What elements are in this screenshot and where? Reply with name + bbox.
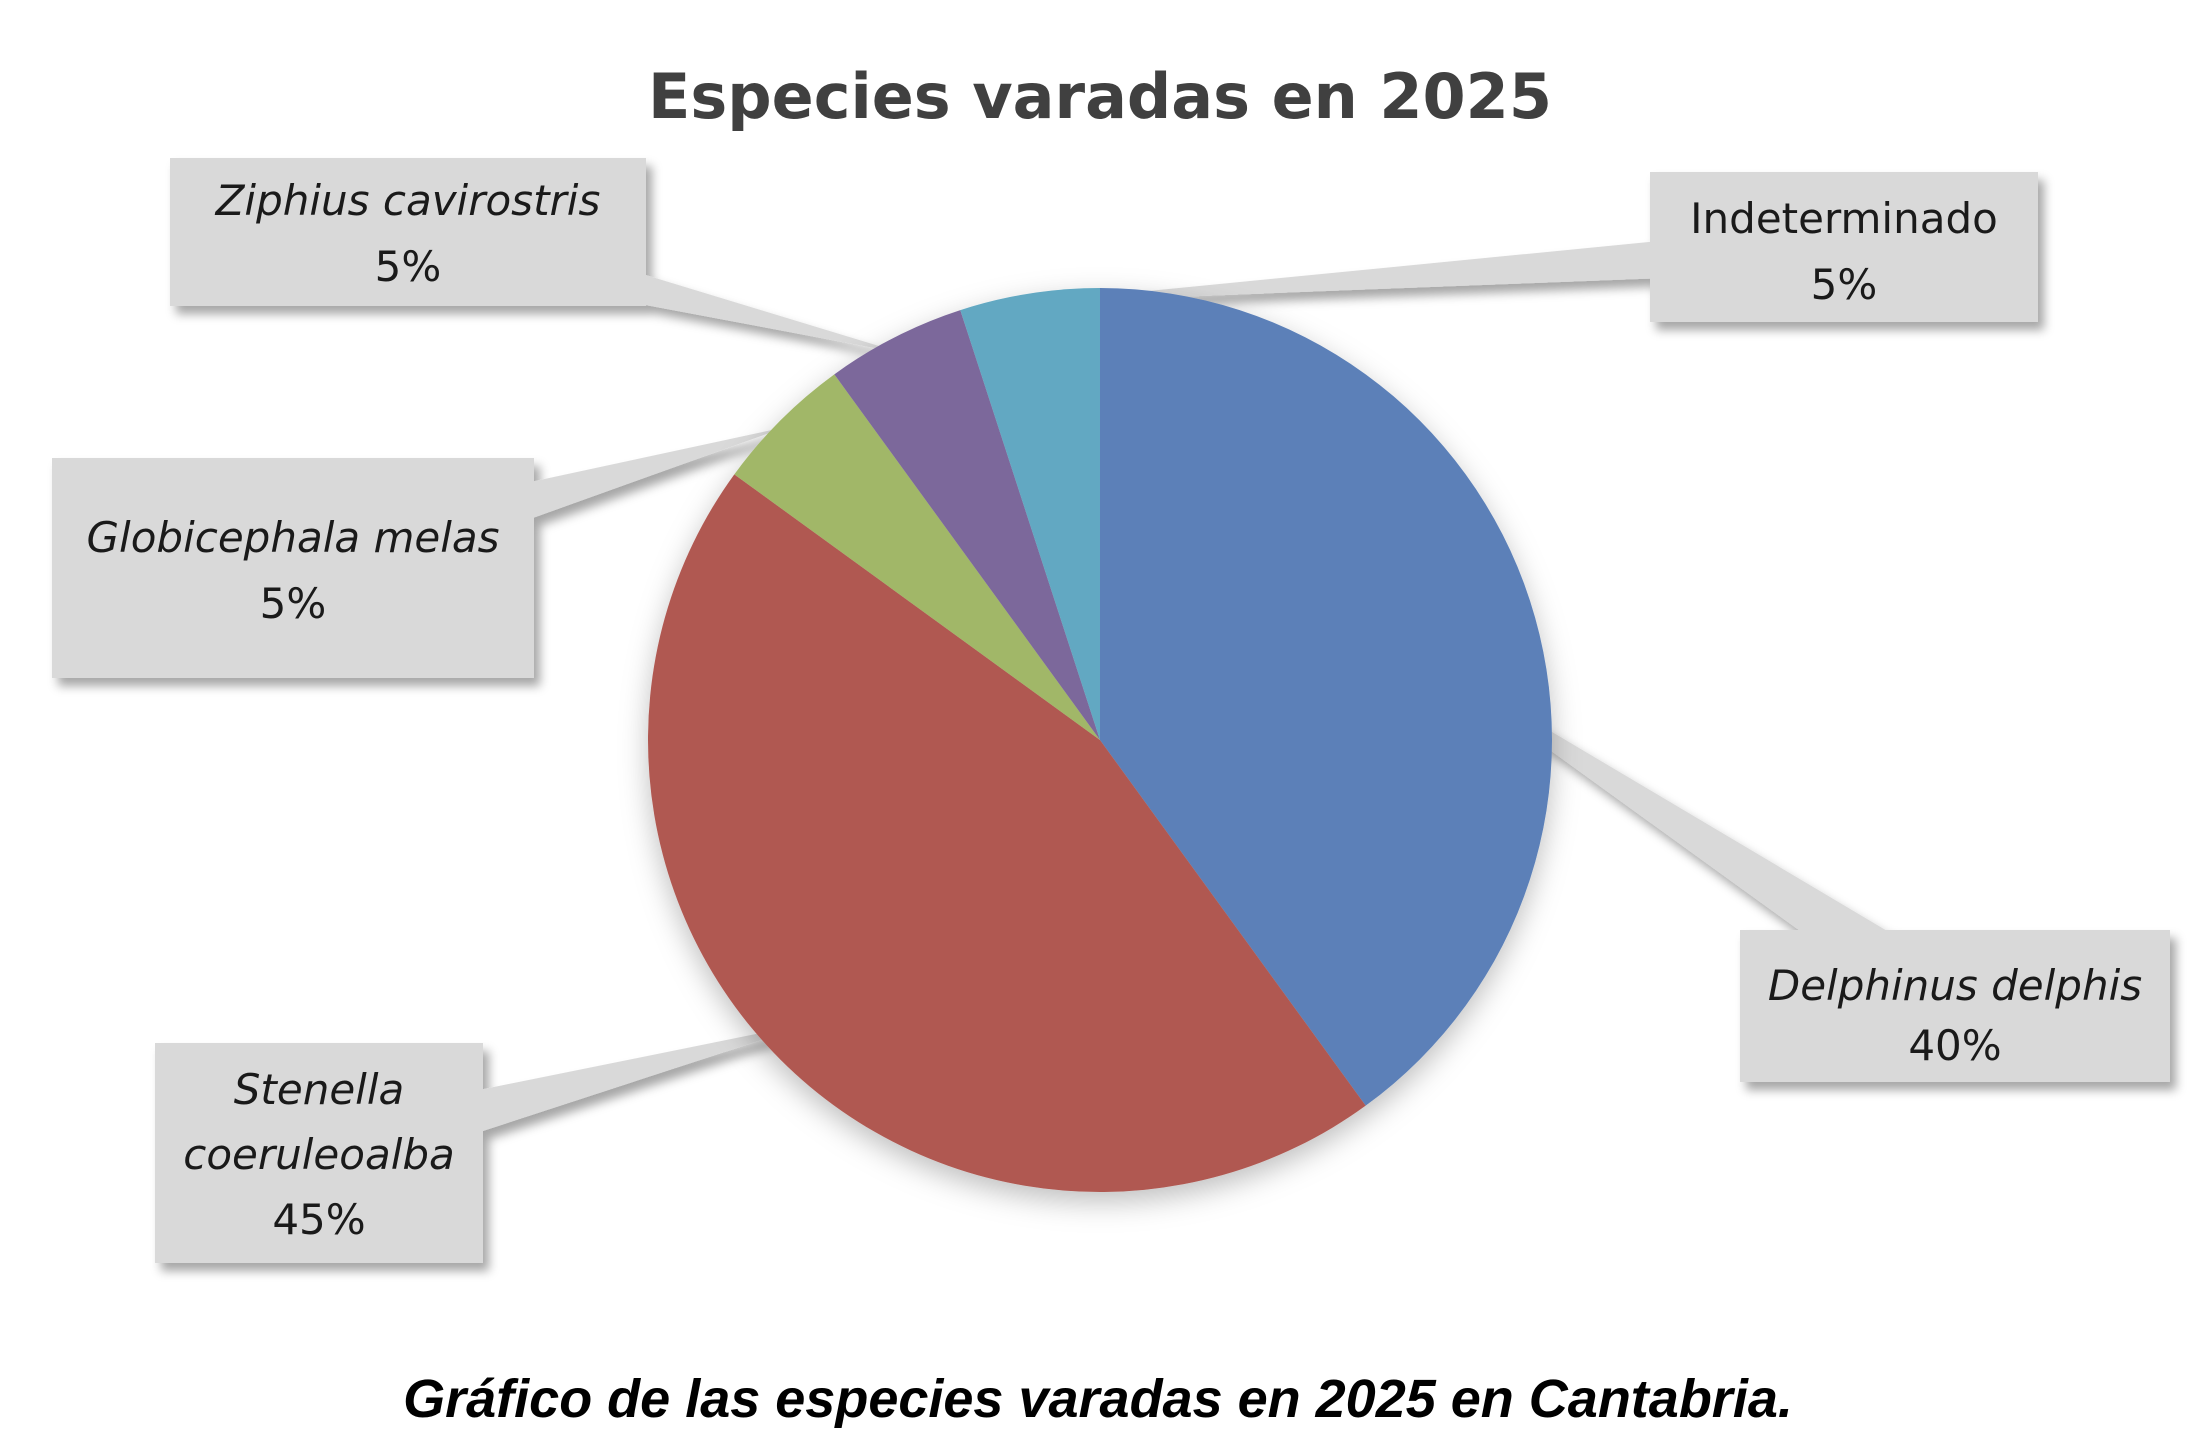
pie-slice-globicephala-melas xyxy=(734,374,1100,740)
data-label-name: coeruleoalba xyxy=(183,1130,455,1179)
pie-slice-stenella-coeruleoalba xyxy=(648,474,1366,1192)
callout-layer xyxy=(52,158,2170,1263)
callout-stenella-coeruleoalba xyxy=(155,1021,819,1263)
data-labels: Delphinus delphis 40% Stenella coeruleoalba… xyxy=(87,176,2143,1244)
data-label-value: 40% xyxy=(1908,1021,2001,1070)
pie-slice-delphinus-delphis xyxy=(1100,288,1552,1106)
pie-slice-ziphius-cavirostris xyxy=(834,310,1100,740)
data-label-name: Stenella xyxy=(234,1065,405,1114)
data-label-name: Globicephala melas xyxy=(87,513,500,562)
callout-box xyxy=(155,1043,483,1263)
data-label-value: 5% xyxy=(260,579,327,628)
callout-box xyxy=(52,458,534,678)
callout-ziphius-cavirostris xyxy=(170,158,904,354)
data-label-value: 5% xyxy=(375,242,442,291)
pie-slices xyxy=(648,288,1552,1192)
callout-box xyxy=(1650,172,2038,322)
chart-title: Especies varadas en 2025 xyxy=(648,60,1552,133)
callout-indeterminado xyxy=(1030,172,2038,322)
callout-leader xyxy=(1030,223,1846,303)
callout-globicephala-melas xyxy=(52,426,787,678)
callout-box xyxy=(170,158,646,306)
data-label-name: Indeterminado xyxy=(1690,194,1998,243)
data-label-name: Ziphius cavirostris xyxy=(215,176,601,225)
data-label-value: 5% xyxy=(1811,260,1878,309)
data-label-value: 45% xyxy=(272,1195,365,1244)
figure-caption: Gráfico de las especies varadas en 2025 … xyxy=(403,1369,1793,1429)
pie-slice-indeterminado xyxy=(960,288,1100,740)
callout-box xyxy=(1740,930,2170,1082)
data-label-name: Delphinus delphis xyxy=(1768,961,2142,1010)
